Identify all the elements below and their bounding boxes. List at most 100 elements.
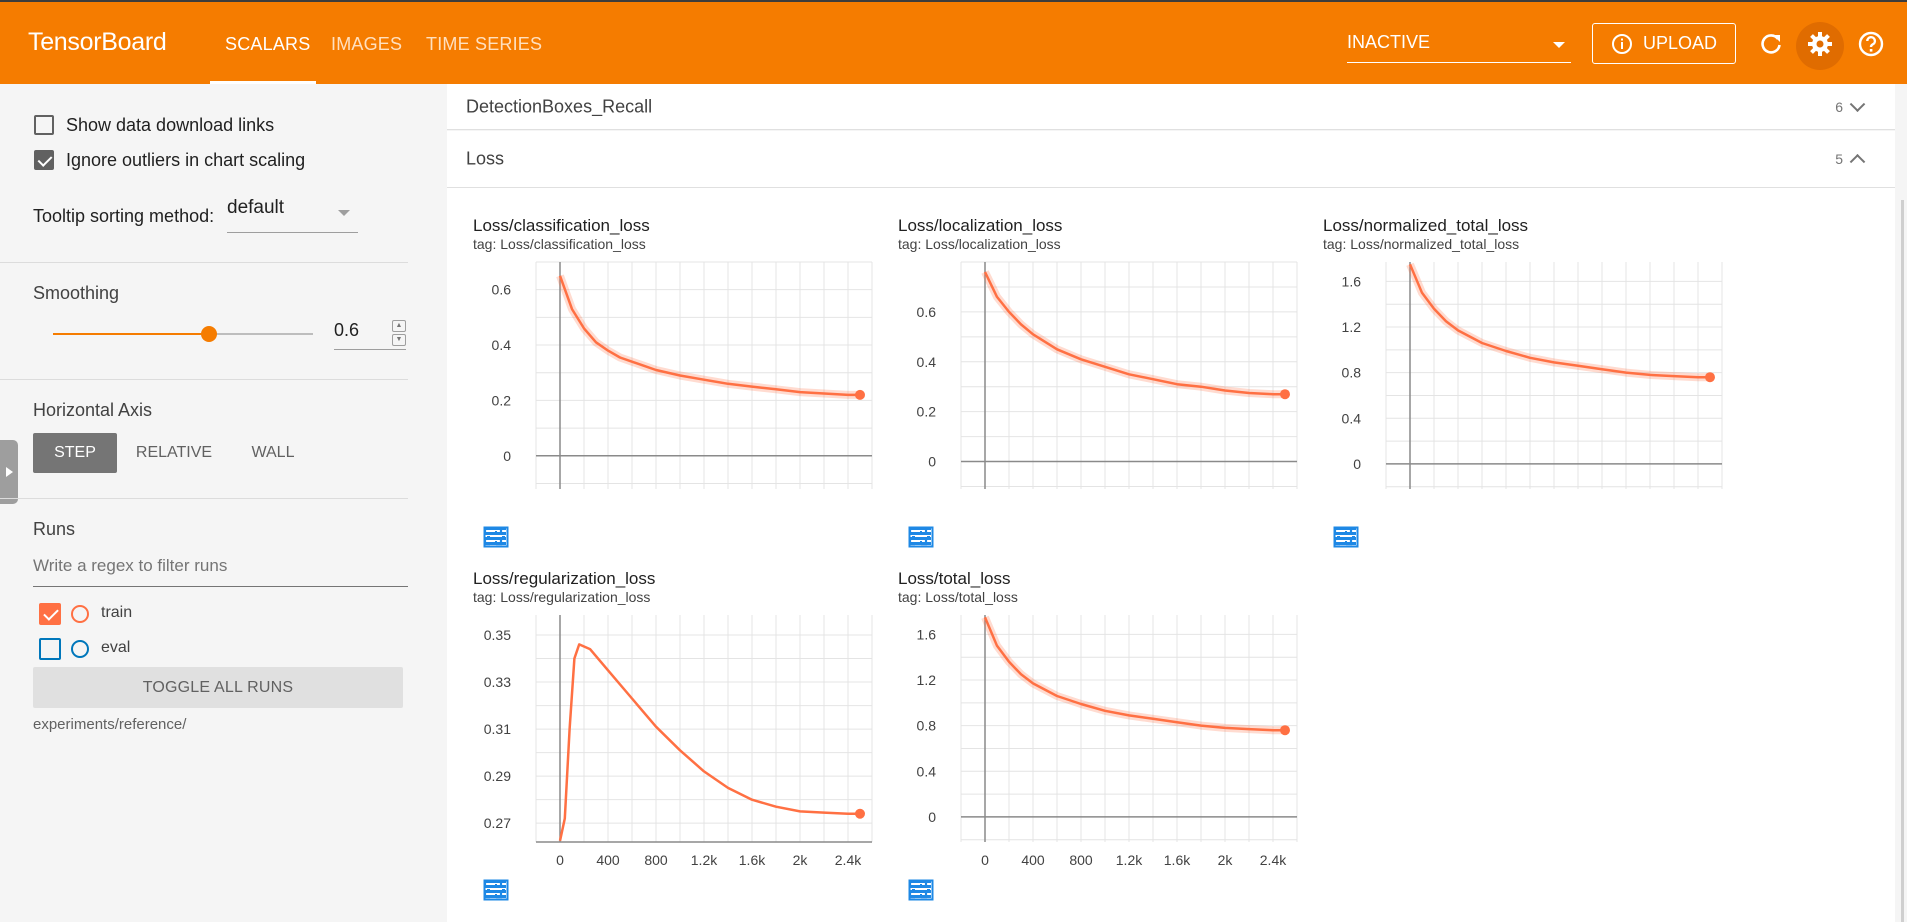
series-endpoint <box>1705 372 1715 383</box>
series-line-train[interactable] <box>558 643 860 842</box>
runs-title: Runs <box>33 519 76 539</box>
x-tick-label: 1.2k <box>1116 852 1143 868</box>
series-endpoint <box>855 808 865 819</box>
info-icon <box>1611 33 1632 54</box>
fit-domain-icon[interactable] <box>483 879 603 905</box>
show-download-links-checkbox[interactable] <box>34 115 54 135</box>
chart-title: Loss/classification_loss <box>473 216 650 235</box>
data-table-icon[interactable] <box>484 879 563 905</box>
category-count: 6 <box>1835 98 1843 115</box>
y-tick-label: 1.2 <box>917 672 937 688</box>
data-table-icon[interactable] <box>1334 526 1413 552</box>
y-tick-label: 0 <box>928 809 936 825</box>
fit-domain-icon[interactable] <box>908 879 1028 905</box>
y-tick-label: 0.4 <box>917 763 937 779</box>
settings-icon[interactable] <box>1801 25 1839 63</box>
x-tick-label: 400 <box>596 852 620 868</box>
x-tick-label: 800 <box>644 852 668 868</box>
category-count: 5 <box>1835 151 1843 167</box>
x-tick-label: 0 <box>556 852 564 868</box>
y-tick-label: 0.6 <box>492 282 512 298</box>
smoothing-input[interactable]: 0.6 ▲ ▼ <box>334 320 406 350</box>
chevron-down-icon[interactable]: ▼ <box>392 334 406 346</box>
run-train-label: train <box>101 604 133 621</box>
line-chart[interactable]: 0 0.2 0.4 0.6 <box>872 188 1302 528</box>
series-line-train[interactable] <box>983 271 1285 396</box>
y-tick-label: 1.6 <box>1342 273 1362 289</box>
runs-filter-input[interactable]: Write a regex to filter runs <box>33 556 408 587</box>
ignore-outliers-label: Ignore outliers in chart scaling <box>66 150 306 170</box>
smoothing-slider[interactable] <box>53 326 313 342</box>
chart-tag: tag: Loss/localization_loss <box>898 236 1061 252</box>
chevron-up-icon[interactable] <box>1849 153 1866 170</box>
chart-card: Loss/regularization_loss tag: Loss/regula… <box>447 541 873 901</box>
run-status-value: INACTIVE <box>1347 32 1431 52</box>
y-tick-label: 1.6 <box>917 626 937 642</box>
scrollbar[interactable] <box>1901 200 1904 922</box>
chart-actions <box>908 879 1028 905</box>
x-tick-label: 2.4k <box>835 852 862 868</box>
chevron-up-icon[interactable]: ▲ <box>392 320 406 332</box>
x-tick-label: 2k <box>1218 852 1234 868</box>
run-train-color-icon[interactable] <box>71 605 89 623</box>
smoothing-slider-fill <box>53 333 209 335</box>
sidebar-collapse-handle[interactable] <box>0 440 18 504</box>
show-download-links-label: Show data download links <box>66 115 275 135</box>
series-line-train[interactable] <box>1408 263 1710 379</box>
divider <box>0 498 408 499</box>
chevron-down-icon <box>1553 42 1565 48</box>
tab-scalars[interactable]: SCALARS <box>225 34 311 54</box>
upload-label: UPLOAD <box>1642 33 1718 53</box>
y-tick-label: 0 <box>928 454 936 470</box>
axis-relative-button[interactable]: RELATIVE <box>135 444 213 461</box>
toggle-all-runs-button[interactable]: TOGGLE ALL RUNS <box>33 667 403 708</box>
fit-domain-icon[interactable] <box>908 526 1028 552</box>
main-content: DetectionBoxes_Recall 6 Loss 5 Loss/clas… <box>445 84 1897 922</box>
sidebar: Show data download links Ignore outliers… <box>0 84 445 922</box>
series-line-train[interactable] <box>983 616 1285 732</box>
chevron-down-icon[interactable] <box>1849 95 1866 112</box>
series-line-train[interactable] <box>558 275 860 397</box>
x-tick-label: 0 <box>981 852 989 868</box>
top-app-bar: TensorBoard SCALARS IMAGES TIME SERIES I… <box>0 0 1907 84</box>
axis-step-button[interactable]: STEP <box>33 433 117 473</box>
line-chart[interactable]: 0.27 0.29 0.31 0.33 0.35 0 400 800 1.2k 1.6k 2k 2.4… <box>447 541 877 881</box>
category-name: Loss <box>466 148 505 169</box>
chart-tag: tag: Loss/normalized_total_loss <box>1323 236 1520 252</box>
divider <box>0 379 408 380</box>
tooltip-sorting-select[interactable]: default <box>227 197 358 233</box>
ignore-outliers-checkbox[interactable] <box>34 150 54 170</box>
series-endpoint <box>1280 389 1290 400</box>
fit-domain-icon[interactable] <box>1333 526 1453 552</box>
upload-button[interactable]: UPLOAD <box>1592 23 1736 64</box>
help-icon[interactable] <box>1852 25 1890 63</box>
line-chart[interactable]: 0 0.2 0.4 0.6 <box>447 188 877 528</box>
tab-time-series[interactable]: TIME SERIES <box>426 34 543 54</box>
line-chart[interactable]: 0 0.4 0.8 1.2 1.6 <box>1297 188 1727 528</box>
series-endpoint <box>1280 725 1290 736</box>
run-eval-checkbox[interactable] <box>39 638 61 660</box>
refresh-icon[interactable] <box>1752 25 1790 63</box>
smoothing-value: 0.6 <box>334 320 360 340</box>
y-tick-label: 0.8 <box>1342 365 1362 381</box>
line-chart[interactable]: 0 0.4 0.8 1.2 1.6 0 400 800 1.2k 1.6k 2k 2.4k <box>872 541 1302 881</box>
category-header-detection-recall[interactable]: DetectionBoxes_Recall 6 <box>447 84 1895 130</box>
run-eval-color-icon[interactable] <box>71 640 89 658</box>
tab-images[interactable]: IMAGES <box>331 34 403 54</box>
chevron-down-icon <box>338 210 350 216</box>
y-tick-label: 0.29 <box>484 768 511 784</box>
axis-wall-button[interactable]: WALL <box>251 444 295 461</box>
fit-domain-icon[interactable] <box>483 526 603 552</box>
chart-card: Loss/normalized_total_loss tag: Loss/norm… <box>1297 188 1723 548</box>
run-status-select[interactable]: INACTIVE <box>1347 32 1571 63</box>
x-tick-label: 1.2k <box>691 852 718 868</box>
x-tick-label: 400 <box>1021 852 1045 868</box>
tooltip-sorting-label: Tooltip sorting method: <box>33 206 215 226</box>
category-header-loss[interactable]: Loss 5 <box>447 131 1895 188</box>
run-train-checkbox[interactable] <box>39 603 61 625</box>
smoothing-stepper[interactable]: ▲ ▼ <box>392 320 406 348</box>
chart-tag: tag: Loss/regularization_loss <box>473 589 651 605</box>
x-tick-label: 2.4k <box>1260 852 1287 868</box>
data-table-icon[interactable] <box>909 879 988 905</box>
smoothing-slider-handle[interactable] <box>201 326 217 342</box>
